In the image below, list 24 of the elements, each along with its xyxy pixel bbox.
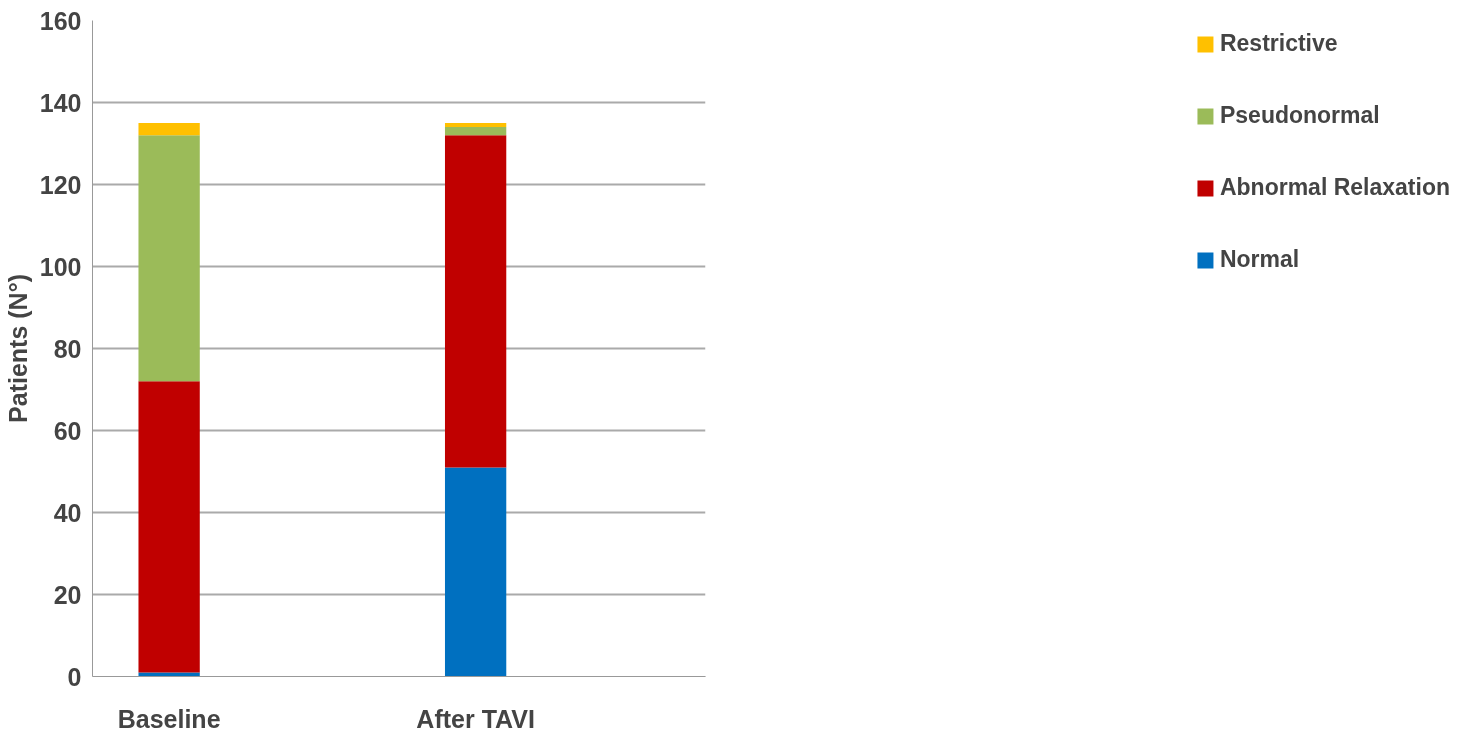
y-tick-label: 160 [39, 6, 82, 35]
y-tick-label: 60 [53, 416, 82, 445]
bar [138, 123, 200, 136]
y-tick-label: 120 [39, 170, 82, 199]
bar [138, 381, 200, 673]
bar [444, 467, 507, 677]
legend-label: Restrictive [1219, 30, 1338, 57]
x-tick-label: After TAVI [416, 704, 535, 733]
y-axis-title: Patients (N°) [3, 274, 32, 423]
x-tick-label: Baseline [117, 704, 221, 733]
y-tick-label: 80 [53, 334, 82, 363]
legend-label: Normal [1219, 246, 1300, 273]
bar [138, 135, 200, 382]
bar [444, 135, 507, 468]
bar [444, 123, 507, 128]
legend-label: Abnormal Relaxation [1219, 174, 1450, 201]
bar [138, 672, 200, 677]
y-tick-label: 20 [53, 580, 82, 609]
bar [444, 127, 507, 136]
y-tick-label: 0 [67, 662, 82, 691]
legend-label: Pseudonormal [1219, 102, 1380, 129]
y-tick-label: 40 [53, 498, 82, 527]
y-tick-label: 140 [39, 88, 82, 117]
y-tick-label: 100 [39, 252, 82, 281]
